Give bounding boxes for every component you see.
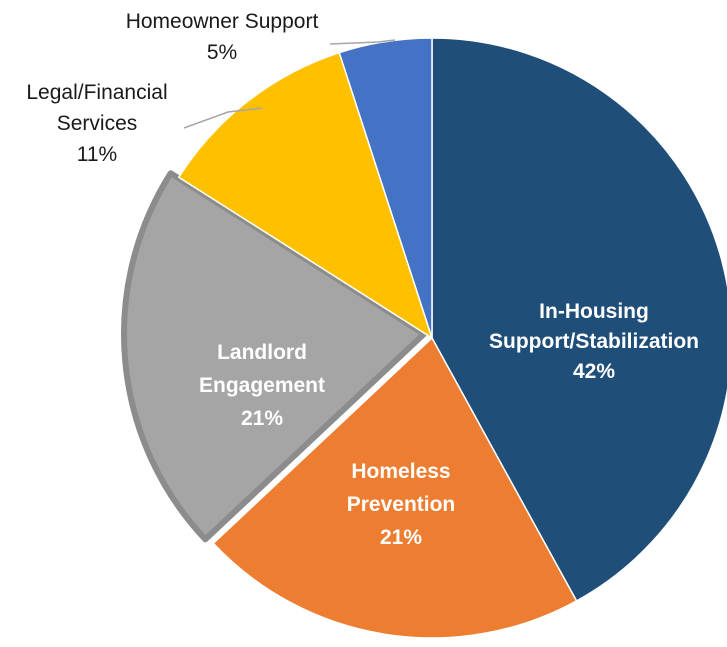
slice-percent: 5% (207, 41, 237, 64)
leader-line (329, 39, 396, 45)
pie-slice (212, 337, 578, 639)
leader-line (183, 107, 263, 129)
slice-label-line: Prevention (347, 493, 456, 516)
slice-label-line: Engagement (199, 374, 325, 397)
slice-label-line: Homeless (351, 460, 450, 483)
slice-label: Homeless Prevention 21% (347, 460, 456, 549)
pie-slices (121, 37, 727, 639)
slice-label-line: Legal/Financial (26, 81, 167, 104)
pie-slice (121, 170, 427, 543)
slice-labels: In-Housing Support/Stabilization 42% Homele… (26, 10, 699, 549)
slice-label-line: Support/Stabilization (489, 330, 699, 353)
slice-label-line: Homeowner Support (126, 10, 319, 33)
slice-label: Landlord Engagement 21% (199, 341, 325, 430)
slice-percent: 11% (77, 143, 117, 166)
slice-percent: 42% (573, 360, 615, 383)
slice-label: Homeowner Support 5% (126, 10, 319, 64)
slice-label: Legal/Financial Services 11% (26, 81, 167, 166)
pie-slice (177, 51, 433, 339)
leader-lines (183, 39, 396, 129)
slice-label: In-Housing Support/Stabilization 42% (489, 300, 699, 383)
slice-label-line: Landlord (217, 341, 307, 364)
pie-slice (431, 37, 727, 602)
slice-percent: 21% (380, 526, 422, 549)
slice-label-line: In-Housing (539, 300, 649, 323)
slice-percent: 21% (241, 407, 283, 430)
slice-label-line: Services (57, 112, 138, 135)
